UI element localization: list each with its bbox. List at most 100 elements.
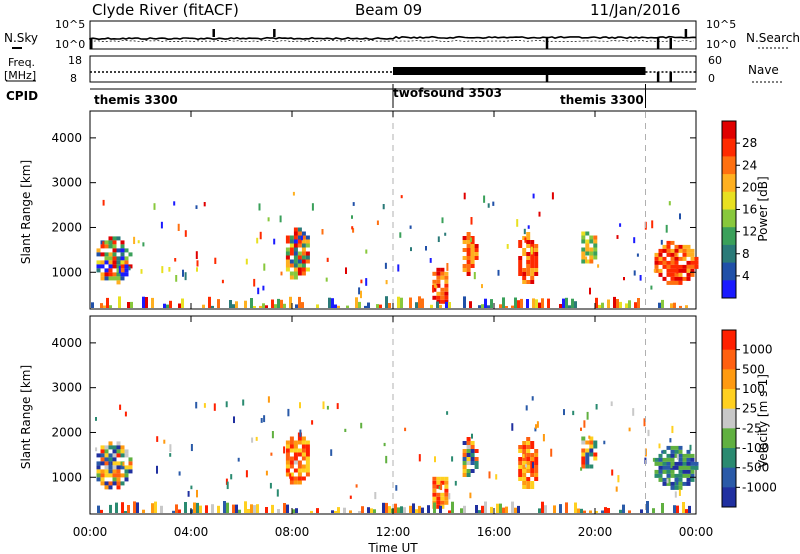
near-range-cell — [337, 507, 340, 513]
scatter-cell — [585, 464, 590, 469]
near-range-cell — [559, 304, 562, 308]
near-range-cell — [526, 299, 529, 308]
scatter-cell — [104, 473, 109, 478]
scatter-cell — [682, 276, 687, 281]
speckle-cell — [532, 193, 535, 199]
scatter-cell — [678, 457, 683, 462]
near-range-cell — [346, 305, 349, 308]
scatter-cell — [301, 255, 306, 260]
scatter-cell — [526, 445, 531, 449]
scatter-cell — [666, 280, 671, 285]
near-range-cell — [397, 507, 400, 513]
near-range-cell — [598, 304, 601, 308]
scatter-cell — [462, 449, 467, 453]
scatter-cell — [658, 268, 663, 273]
near-range-cell — [481, 304, 484, 308]
speckle-cell — [473, 272, 476, 280]
scatter-cell — [678, 481, 683, 486]
scatter-cell — [108, 457, 113, 462]
scatter-cell — [678, 256, 683, 261]
near-range-cell — [379, 304, 382, 308]
scatter-cell — [662, 244, 667, 249]
speckle-cell — [610, 401, 613, 407]
speckle-cell — [628, 427, 631, 432]
speckle-cell — [532, 462, 534, 469]
scatter-cell — [522, 477, 527, 481]
speckle-cell — [102, 241, 105, 246]
speckle-cell — [156, 465, 158, 474]
scatter-cell — [432, 496, 437, 501]
speckle-cell — [257, 287, 260, 295]
scatter-cell — [522, 252, 527, 256]
scatter-cell — [678, 465, 683, 470]
scatter-cell — [285, 440, 290, 445]
scatter-cell — [526, 272, 531, 276]
scatter-cell — [466, 252, 471, 256]
freq-tick-bottom: 8 — [70, 72, 77, 85]
scatter-cell — [682, 256, 687, 261]
speckle-cell — [352, 228, 355, 233]
scatter-cell — [444, 287, 449, 292]
near-range-cell — [310, 510, 313, 513]
colorbar-frame — [721, 329, 737, 508]
near-range-cell — [517, 300, 520, 308]
scatter-cell — [440, 492, 445, 497]
scatter-cell — [522, 268, 527, 272]
scatter-cell — [112, 272, 117, 277]
scatter-cell — [297, 448, 302, 453]
scatter-cell — [466, 232, 471, 236]
near-range-cell — [397, 296, 400, 308]
scatter-cell — [530, 441, 535, 445]
colorbar-swatch — [722, 174, 736, 193]
near-range-cell — [577, 508, 580, 513]
speckle-cell — [351, 215, 353, 219]
speckle-cell — [516, 219, 519, 227]
scatter-cell — [120, 453, 125, 458]
colorbar-swatch — [722, 191, 736, 210]
scatter-cell — [432, 492, 437, 497]
scatter-cell — [593, 247, 598, 252]
scatter-cell — [289, 464, 294, 469]
speckle-cell — [142, 242, 145, 247]
scatter-cell — [654, 457, 659, 462]
scatter-cell — [116, 268, 121, 273]
near-range-cell — [679, 305, 682, 308]
near-range-cell — [385, 296, 388, 308]
speckle-cell — [438, 485, 441, 490]
near-range-cell — [343, 507, 346, 513]
scatter-cell — [104, 244, 109, 249]
near-range-cell — [328, 297, 331, 308]
scatter-cell — [116, 256, 121, 261]
scatter-cell — [116, 449, 121, 454]
scatter-cell — [112, 264, 117, 269]
speckle-cell — [133, 236, 136, 245]
scatter-cell — [432, 476, 437, 481]
scatter-cell — [585, 448, 590, 453]
scatter-cell — [293, 476, 298, 481]
speckle-cell — [469, 492, 472, 499]
near-range-cell — [142, 509, 145, 513]
speckle-cell — [495, 474, 498, 480]
near-range-cell — [115, 502, 118, 513]
scatter-cell — [690, 469, 695, 474]
scatter-cell — [470, 236, 475, 240]
speckle-cell — [497, 269, 500, 276]
colorbar-swatch — [722, 408, 736, 429]
scatter-cell — [444, 500, 449, 505]
scatter-cell — [462, 240, 467, 244]
scatter-cell — [662, 260, 667, 265]
colorbar-swatch — [722, 138, 736, 157]
scatter-cell — [297, 460, 302, 465]
speckle-cell — [311, 203, 314, 211]
speckle-cell — [213, 403, 216, 411]
near-range-cell — [418, 505, 421, 513]
x-tick-label: 00:00 — [679, 525, 714, 539]
scatter-cell — [440, 291, 445, 296]
near-range-cell — [166, 304, 169, 308]
scatter-cell — [124, 469, 129, 474]
scatter-cell — [534, 248, 539, 252]
near-range-cell — [595, 297, 598, 308]
speckle-cell — [190, 485, 193, 490]
cpid-segment-1: themis 3300 — [94, 93, 178, 107]
scatter-cell — [674, 276, 679, 281]
